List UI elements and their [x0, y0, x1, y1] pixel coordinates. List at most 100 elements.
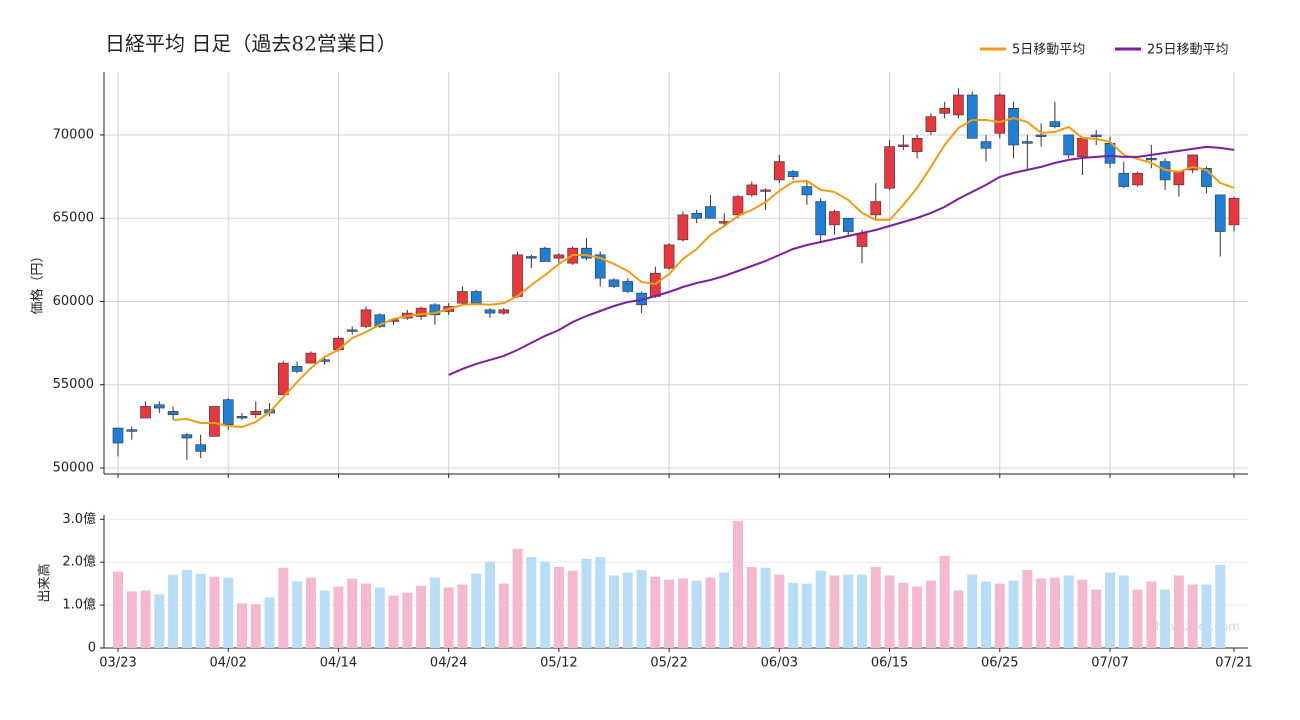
volume-bar: [140, 590, 151, 648]
volume-bar: [1160, 589, 1171, 648]
candle-body: [829, 211, 840, 226]
volume-bar: [1132, 589, 1143, 648]
chart-title: 日経平均 日足（過去82営業日）: [105, 32, 397, 56]
volume-bar: [691, 580, 702, 648]
volume-bar: [898, 582, 909, 648]
volume-bar: [581, 558, 592, 648]
candle-body: [705, 206, 716, 219]
volume-bar: [609, 575, 619, 648]
candle-body: [222, 399, 234, 426]
volume-bar: [788, 582, 799, 648]
candle-body: [1187, 154, 1198, 171]
candle-body: [154, 404, 165, 409]
volume-bar: [1215, 564, 1226, 648]
volume-bar: [1077, 579, 1088, 648]
volume-bar: [636, 569, 647, 648]
volume-bar: [719, 572, 730, 648]
candle-body: [305, 352, 317, 364]
volume-bar: [925, 580, 936, 648]
candle-body: [980, 141, 992, 149]
candle-body: [608, 279, 620, 287]
y-tick-label: 0: [88, 641, 96, 656]
volume-bar: [953, 590, 964, 648]
volume-bar: [292, 581, 303, 648]
moving-average-line: [448, 145, 1235, 376]
candle-body: [278, 362, 289, 396]
volume-bar: [1118, 575, 1129, 648]
legend-label: 5日移動平均: [1012, 43, 1085, 58]
candle-body: [1090, 134, 1102, 137]
moving-average-line: [173, 116, 1235, 429]
y-tick-label: 65000: [53, 211, 94, 226]
volume-bar: [843, 574, 854, 648]
volume-bar: [237, 603, 247, 648]
y-tick-label: 55000: [53, 377, 94, 392]
candle-body: [966, 94, 978, 139]
volume-bar: [485, 561, 495, 648]
volume-bar: [1105, 572, 1115, 648]
candle-body: [526, 256, 537, 259]
candle-body: [181, 434, 193, 439]
volume-bar: [512, 548, 523, 648]
candle-body: [594, 254, 606, 279]
volume-bar: [857, 574, 867, 648]
volume-bar: [278, 567, 289, 648]
candle-body: [884, 146, 895, 189]
candle-body: [1118, 172, 1130, 187]
candle-body: [787, 171, 799, 177]
volume-bar: [939, 555, 950, 648]
candle-body: [953, 94, 964, 116]
candle-body: [1228, 197, 1240, 226]
candle-body: [801, 186, 813, 196]
y-tick-label: 2.0億: [62, 554, 96, 570]
volume-bar: [760, 567, 771, 648]
x-tick-label: 04/14: [320, 656, 357, 671]
volume-bar: [1146, 581, 1157, 648]
candle-body: [911, 137, 923, 152]
candle-body: [1173, 171, 1185, 186]
candle-body: [691, 212, 702, 219]
volume-bar: [1187, 584, 1198, 648]
candle-body: [746, 184, 758, 196]
y-tick-label: 50000: [53, 461, 94, 476]
candle-body: [140, 406, 151, 419]
candle-body: [581, 247, 592, 259]
volume-bar: [967, 574, 978, 648]
volume-bar: [595, 557, 606, 648]
volume-bar: [815, 570, 826, 648]
volume-bar: [195, 573, 206, 648]
candle-body: [195, 444, 206, 452]
x-tick-label: 06/25: [981, 656, 1018, 671]
volume-bar: [553, 566, 564, 648]
volume-bar: [1022, 569, 1033, 648]
candle-body: [1063, 134, 1074, 156]
candle-body: [732, 196, 744, 216]
candle-body: [1077, 137, 1088, 157]
candle-body: [1214, 194, 1226, 232]
candle-body: [457, 291, 468, 304]
candle-body: [1146, 157, 1157, 161]
x-tick-label: 06/03: [761, 656, 798, 671]
volume-bar: [981, 581, 991, 648]
x-tick-label: 05/12: [540, 656, 577, 671]
candle-body: [360, 309, 372, 327]
volume-bar: [746, 566, 757, 648]
candle-body: [512, 254, 523, 297]
volume-bar: [416, 585, 427, 648]
volume-bar: [443, 587, 454, 648]
volume-bar: [1049, 577, 1060, 648]
candle-body: [112, 427, 124, 444]
candle-body: [842, 217, 854, 232]
volume-bar: [223, 577, 234, 648]
candle-body: [250, 411, 262, 416]
x-tick-label: 06/15: [871, 656, 908, 671]
volume-bar: [333, 586, 344, 648]
y-axis-label: 価格（円）: [30, 249, 46, 314]
candle-body: [760, 189, 771, 192]
volume-bar: [622, 572, 633, 648]
y-tick-label: 3.0億: [62, 511, 96, 527]
volume-bar: [1008, 580, 1019, 648]
candle-body: [1008, 108, 1019, 146]
y-axis-label: 出来高: [37, 563, 53, 602]
volume-bar: [154, 594, 165, 648]
